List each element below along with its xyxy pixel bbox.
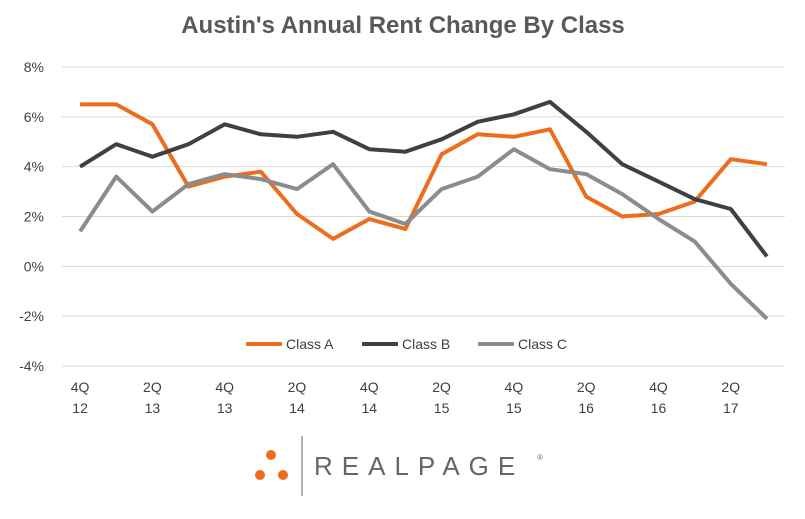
y-tick-label: 8% xyxy=(24,59,44,75)
gridlines xyxy=(62,66,785,367)
series-line-class-b xyxy=(79,99,769,258)
y-tick-label: 4% xyxy=(24,159,44,175)
x-tick-label: 4Q 13 xyxy=(215,379,234,416)
series-lines xyxy=(78,99,769,321)
x-tick-label: 4Q 12 xyxy=(71,379,90,416)
y-tick-label: 6% xyxy=(24,109,44,125)
legend-label: Class B xyxy=(402,336,450,352)
legend-item-class-a: Class A xyxy=(246,336,334,352)
legend-item-class-b: Class B xyxy=(362,336,450,352)
x-tick-label: 2Q 14 xyxy=(288,379,307,416)
x-tick-label: 2Q 16 xyxy=(577,379,596,416)
x-tick-label: 2Q 15 xyxy=(432,379,451,416)
logo-trademark: ® xyxy=(537,453,543,462)
x-tick-label: 4Q 16 xyxy=(649,379,668,416)
legend: Class A Class B Class C xyxy=(246,336,567,352)
realpage-logo: REALPAGE ® xyxy=(255,436,543,496)
y-tick-label: -4% xyxy=(19,358,44,374)
y-tick-label: 2% xyxy=(24,209,44,225)
legend-label: Class A xyxy=(286,336,334,352)
x-tick-label: 4Q 15 xyxy=(505,379,524,416)
x-tick-label: 4Q 14 xyxy=(360,379,379,416)
y-tick-label: 0% xyxy=(24,258,44,274)
y-axis-labels: 8% 6% 4% 2% 0% -2% -4% xyxy=(19,59,44,374)
legend-item-class-c: Class C xyxy=(478,336,567,352)
logo-wordmark: REALPAGE xyxy=(314,451,524,481)
legend-label: Class C xyxy=(518,336,567,352)
logo-dots-icon xyxy=(255,450,288,480)
x-tick-label: 2Q 17 xyxy=(721,379,740,416)
x-axis-labels: 4Q 12 2Q 13 4Q 13 2Q 14 4Q 14 2Q 15 4Q 15 2Q 16 4Q 16 2Q 17 xyxy=(71,379,740,416)
chart-title: Austin's Annual Rent Change By Class xyxy=(181,12,625,39)
series-line-class-c xyxy=(78,147,769,321)
x-tick-label: 2Q 13 xyxy=(143,379,162,416)
y-tick-label: -2% xyxy=(19,308,44,324)
series-line-class-a xyxy=(80,102,768,241)
